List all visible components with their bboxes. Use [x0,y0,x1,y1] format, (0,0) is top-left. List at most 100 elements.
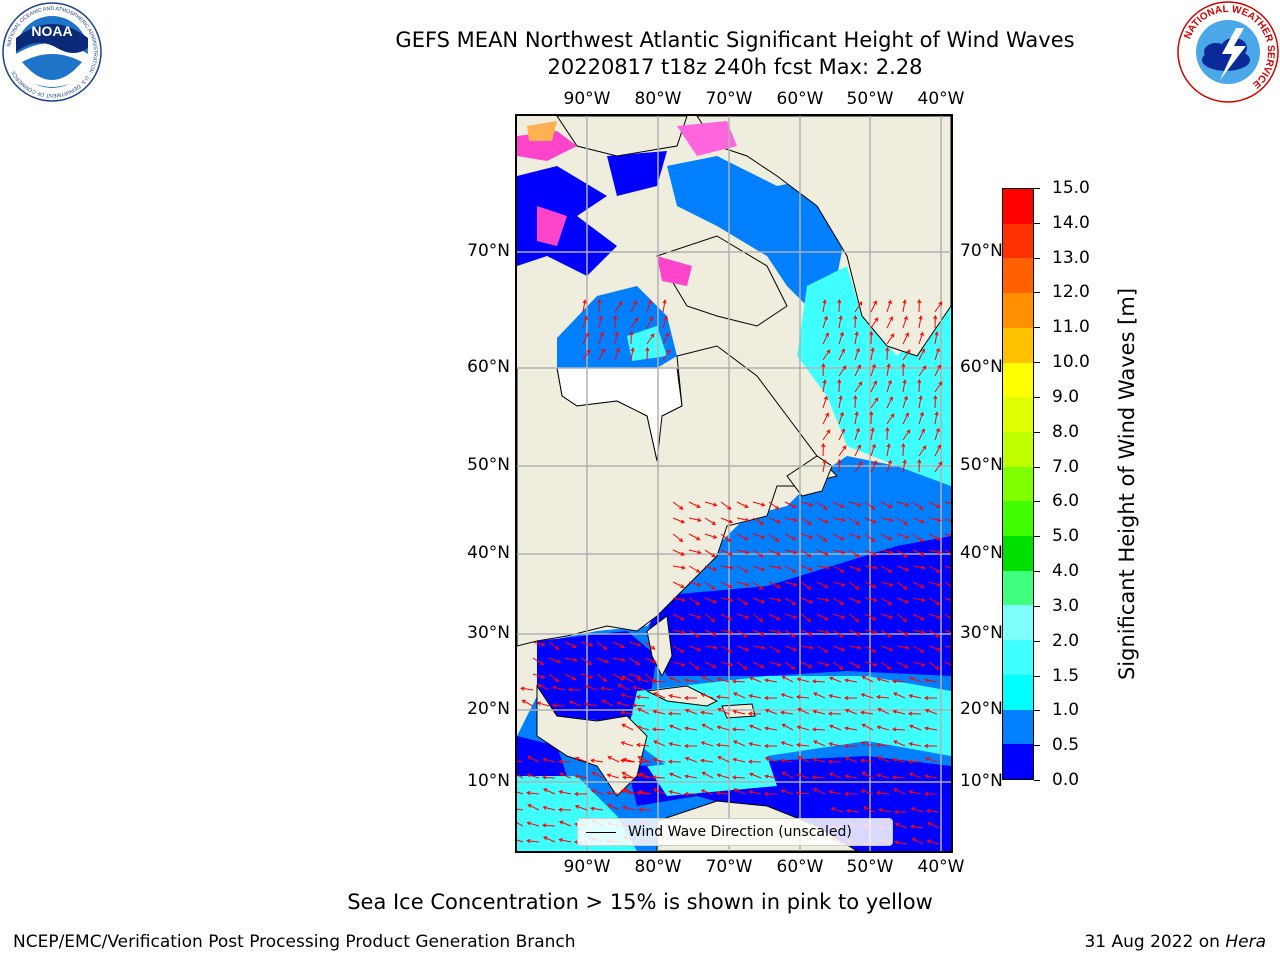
wind-wave-arrowhead [701,675,706,680]
wind-wave-arrow [749,695,762,699]
wind-wave-arrowhead [923,695,929,701]
wind-wave-arrowhead [776,551,781,556]
wind-wave-arrow [812,728,826,731]
wind-wave-arrowhead [918,537,924,543]
wind-wave-arrow [720,661,733,666]
lon-label-bottom: 60°W [776,857,824,877]
wind-wave-arrow [838,396,842,409]
wind-wave-arrow [812,776,826,779]
wind-wave-arrow [864,533,875,542]
wind-wave-arrowhead [870,347,875,352]
lon-label-top: 40°W [917,89,965,109]
wind-wave-arrow [918,412,924,425]
wind-wave-arrow [637,744,650,747]
wind-wave-arrow [848,629,861,636]
wind-wave-arrowhead [541,823,547,828]
wind-wave-arrow [637,792,650,795]
wind-wave-arrow [564,673,576,681]
wind-wave-arrow [784,613,797,619]
wind-wave-arrowhead [927,822,932,826]
wind-wave-arrow [598,332,604,345]
wind-wave-arrow [768,581,781,588]
wind-wave-arrowhead [937,550,942,555]
wind-wave-arrow [864,629,877,634]
wind-wave-arrowhead [903,395,908,401]
wind-wave-arrow [580,673,593,679]
wind-wave-arrowhead [841,428,845,433]
wind-wave-arrowhead [777,630,782,635]
wind-wave-arrowhead [555,645,560,650]
wind-wave-arrow [548,657,561,663]
wind-wave-arrowhead [826,349,831,354]
wind-wave-arrow [862,675,874,683]
wind-wave-arrowhead [744,582,750,587]
wind-wave-arrow [870,348,874,361]
wind-wave-arrowhead [540,642,546,647]
wind-wave-arrowhead [935,568,941,573]
wind-wave-arrowhead [904,567,910,572]
wind-wave-arrow [822,332,829,345]
wind-wave-arrow [822,429,831,441]
wind-wave-arrow [768,501,779,510]
wind-wave-arrowhead [583,315,588,321]
wind-wave-arrowhead [761,645,766,650]
wind-wave-arrow [752,645,765,649]
wind-wave-arrowhead [776,519,782,524]
wind-wave-arrowhead [679,505,684,510]
wind-wave-arrowhead [860,710,865,715]
wind-wave-arrowhead [760,567,766,572]
wind-wave-arrowhead [827,759,833,764]
wind-wave-arrowhead [695,601,701,605]
wind-wave-arrowhead [791,601,797,605]
wind-wave-arrowhead [621,675,626,680]
wind-wave-arrowhead [728,662,734,667]
wind-wave-arrow [701,789,714,795]
wind-wave-arrowhead [921,428,925,433]
wind-wave-arrowhead [651,645,656,650]
wind-wave-arrow [816,661,829,666]
arctic-channels [517,166,617,276]
wind-wave-arrow [704,581,715,590]
wind-wave-arrowhead [874,317,879,322]
wind-wave-arrowhead [934,331,939,336]
wind-wave-arrowhead [846,808,851,814]
wind-wave-arrowhead [760,534,766,539]
wind-wave-arrow [637,678,650,683]
colorbar-tick-mark [1034,605,1040,607]
wind-wave-arrow [652,680,666,683]
wind-wave-arrow [768,517,781,523]
wind-wave-arrowhead [828,694,833,699]
wind-wave-arrowhead [700,741,706,746]
wind-wave-arrowhead [557,759,563,764]
wind-wave-arrow [621,789,634,795]
map-title: GEFS MEAN Northwest Atlantic Significant… [395,28,1075,52]
wind-wave-arrow [517,839,524,843]
wind-wave-arrow [854,364,861,377]
wind-wave-arrow [688,581,701,586]
wind-wave-arrowhead [588,674,594,679]
wind-wave-arrow [886,396,893,409]
wind-wave-arrow [934,444,941,457]
wind-wave-arrow [621,693,634,699]
wind-wave-arrow [702,675,714,683]
lat-label-right: 20°N [960,699,1003,719]
wind-wave-arrow [838,412,844,425]
wind-wave-arrowhead [855,553,860,558]
colorbar-tick-label: 1.5 [1052,665,1080,686]
wind-wave-arrowhead [695,568,701,573]
wind-wave-arrow [672,581,685,588]
wind-wave-arrowhead [856,631,861,636]
wind-wave-arrowhead [812,709,817,714]
wind-wave-arrowhead [923,743,929,749]
lat-label-right: 70°N [960,241,1003,261]
wind-wave-arrowhead [633,300,637,305]
wind-wave-arrow [812,680,826,683]
wind-wave-arrow [864,581,877,588]
wind-wave-arrow [816,533,827,542]
wind-wave-arrowhead [733,740,738,745]
wind-wave-arrow [784,533,796,541]
wind-wave-arrowhead [781,771,786,776]
wind-wave-arrow [591,759,604,763]
wind-wave-arrow [797,792,810,795]
wind-wave-arrowhead [604,659,610,664]
